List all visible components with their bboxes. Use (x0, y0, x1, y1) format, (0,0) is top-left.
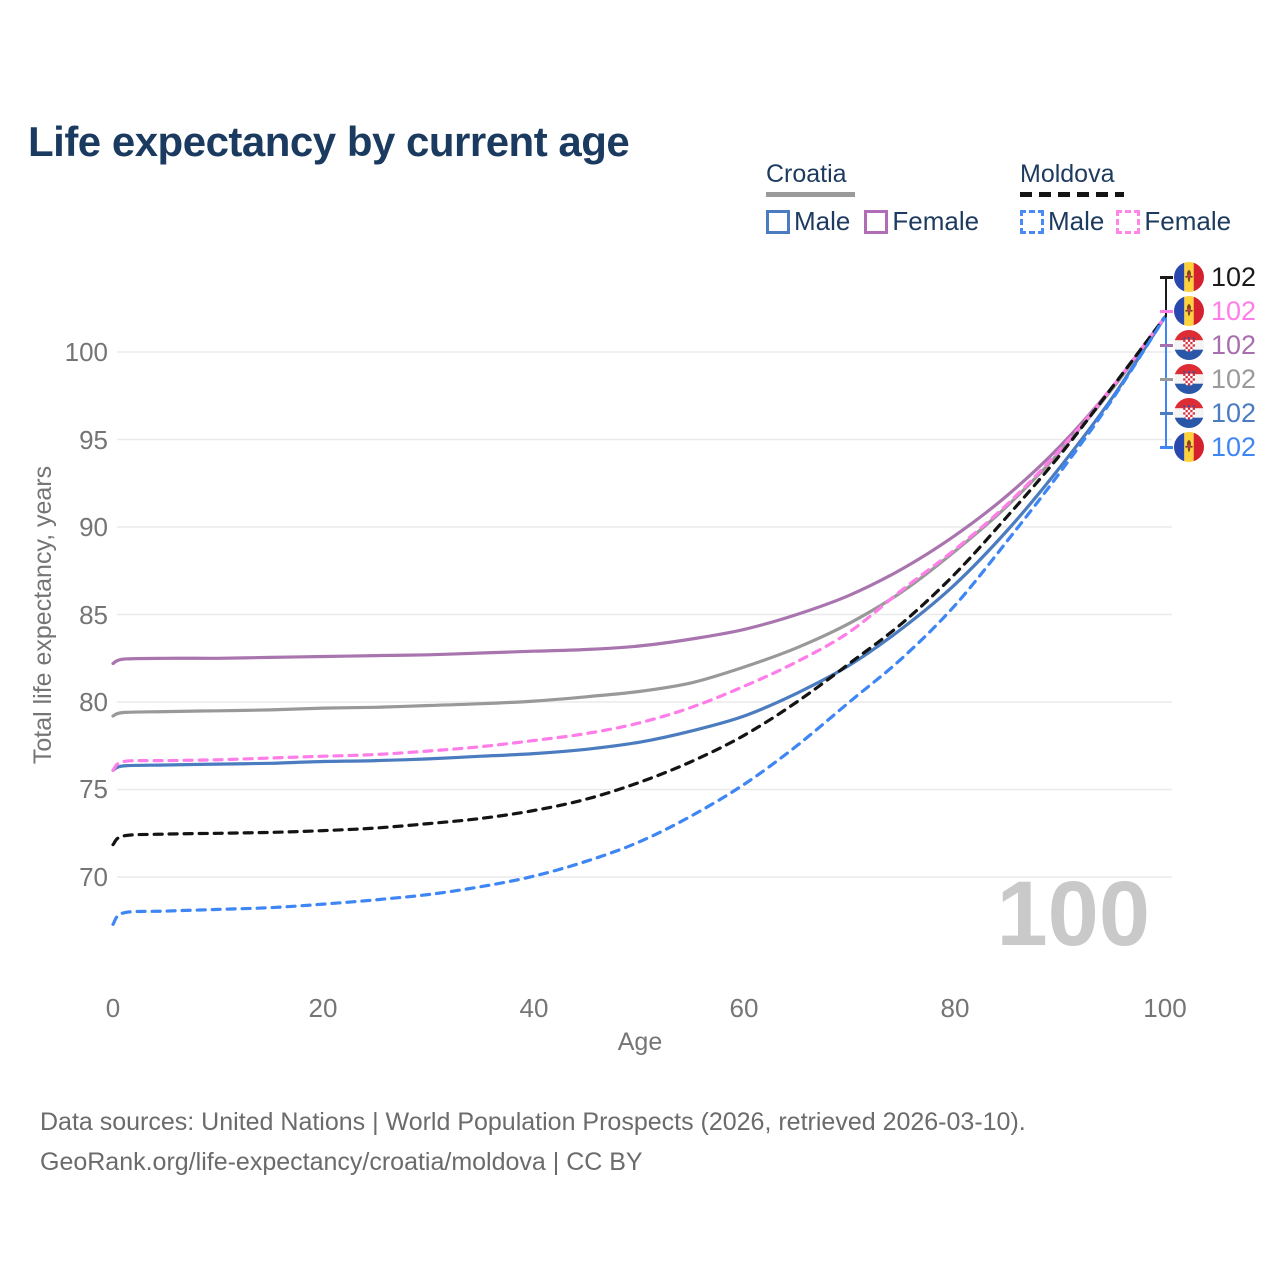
croatia-flag-icon (1174, 330, 1204, 360)
end-row-moldova-both: 102 (1160, 260, 1256, 294)
croatia-line-style-swatch (766, 192, 855, 197)
gridlines (117, 351, 1172, 878)
end-value: 102 (1211, 295, 1257, 326)
end-value: 102 (1211, 431, 1257, 462)
croatia-female-swatch[interactable] (864, 209, 889, 234)
leader-tick (1160, 275, 1173, 279)
moldova-female-label[interactable]: Female (1144, 206, 1232, 236)
attribution-caption: GeoRank.org/life-expectancy/croatia/mold… (40, 1148, 643, 1176)
x-tick-60: 60 (729, 993, 759, 1023)
y-tick-85: 85 (79, 600, 108, 630)
legend-group-croatia: Croatia Male Female (766, 160, 979, 237)
end-row-croatia-male: 102 (1160, 396, 1256, 430)
leader-tick (1160, 377, 1173, 381)
series-end-labels: 102 102 102 (1160, 260, 1256, 464)
series-line-moldova-female[interactable] (111, 315, 1167, 772)
series-lines (111, 315, 1167, 926)
y-tick-80: 80 (79, 687, 108, 717)
x-axis-title: Age (617, 1028, 663, 1056)
croatia-female-label[interactable]: Female (892, 206, 980, 236)
y-tick-75: 75 (79, 774, 108, 804)
series-line-moldova-male[interactable] (111, 315, 1167, 926)
end-value: 102 (1211, 261, 1257, 292)
x-tick-100: 100 (1143, 993, 1187, 1023)
moldova-line-style-swatch (1020, 192, 1124, 197)
legend-moldova: Moldova (1020, 160, 1231, 197)
leader-tick (1160, 445, 1173, 449)
x-tick-40: 40 (519, 993, 549, 1023)
series-line-croatia-both-sexes[interactable] (111, 315, 1167, 718)
y-tick-100: 100 (64, 337, 108, 367)
end-value: 102 (1211, 363, 1257, 394)
croatia-male-label[interactable]: Male (794, 206, 851, 236)
croatia-male-swatch[interactable] (766, 209, 790, 234)
legend-croatia: Croatia (766, 160, 979, 197)
y-tick-95: 95 (79, 425, 108, 455)
moldova-male-label[interactable]: Male (1048, 206, 1105, 236)
croatia-flag-icon (1174, 398, 1204, 428)
leader-tick (1160, 411, 1173, 415)
legend-moldova-label[interactable]: Moldova (1020, 160, 1115, 188)
end-value: 102 (1211, 397, 1257, 428)
end-row-moldova-male: 102 (1160, 430, 1256, 464)
moldova-male-swatch[interactable] (1020, 209, 1044, 234)
moldova-flag-icon (1174, 432, 1204, 462)
x-tick-0: 0 (105, 993, 121, 1023)
moldova-flag-icon (1174, 262, 1204, 292)
end-row-croatia-female: 102 (1160, 328, 1256, 362)
end-row-moldova-female: 102 (1160, 294, 1256, 328)
series-line-croatia-female[interactable] (111, 315, 1167, 666)
series-line-croatia-male[interactable] (111, 315, 1167, 772)
series-line-moldova-both-sexes[interactable] (111, 315, 1167, 847)
end-value: 102 (1211, 329, 1257, 360)
moldova-flag-icon (1174, 296, 1204, 326)
leader-tick (1160, 343, 1173, 347)
moldova-female-swatch[interactable] (1116, 209, 1141, 234)
leader-tick (1160, 309, 1173, 313)
page-title: Life expectancy by current age (28, 118, 630, 166)
x-tick-80: 80 (940, 993, 970, 1023)
y-axis-title: Total life expectancy, years (29, 465, 57, 765)
croatia-flag-icon (1174, 364, 1204, 394)
x-tick-20: 20 (308, 993, 338, 1023)
data-sources-caption: Data sources: United Nations | World Pop… (40, 1108, 1026, 1136)
legend-croatia-label[interactable]: Croatia (766, 160, 847, 188)
current-age-watermark: 100 (996, 863, 1151, 965)
legend-group-moldova: Moldova Male Female (1020, 160, 1231, 237)
y-tick-70: 70 (79, 862, 108, 892)
end-row-croatia-both: 102 (1160, 362, 1256, 396)
y-tick-90: 90 (79, 512, 108, 542)
